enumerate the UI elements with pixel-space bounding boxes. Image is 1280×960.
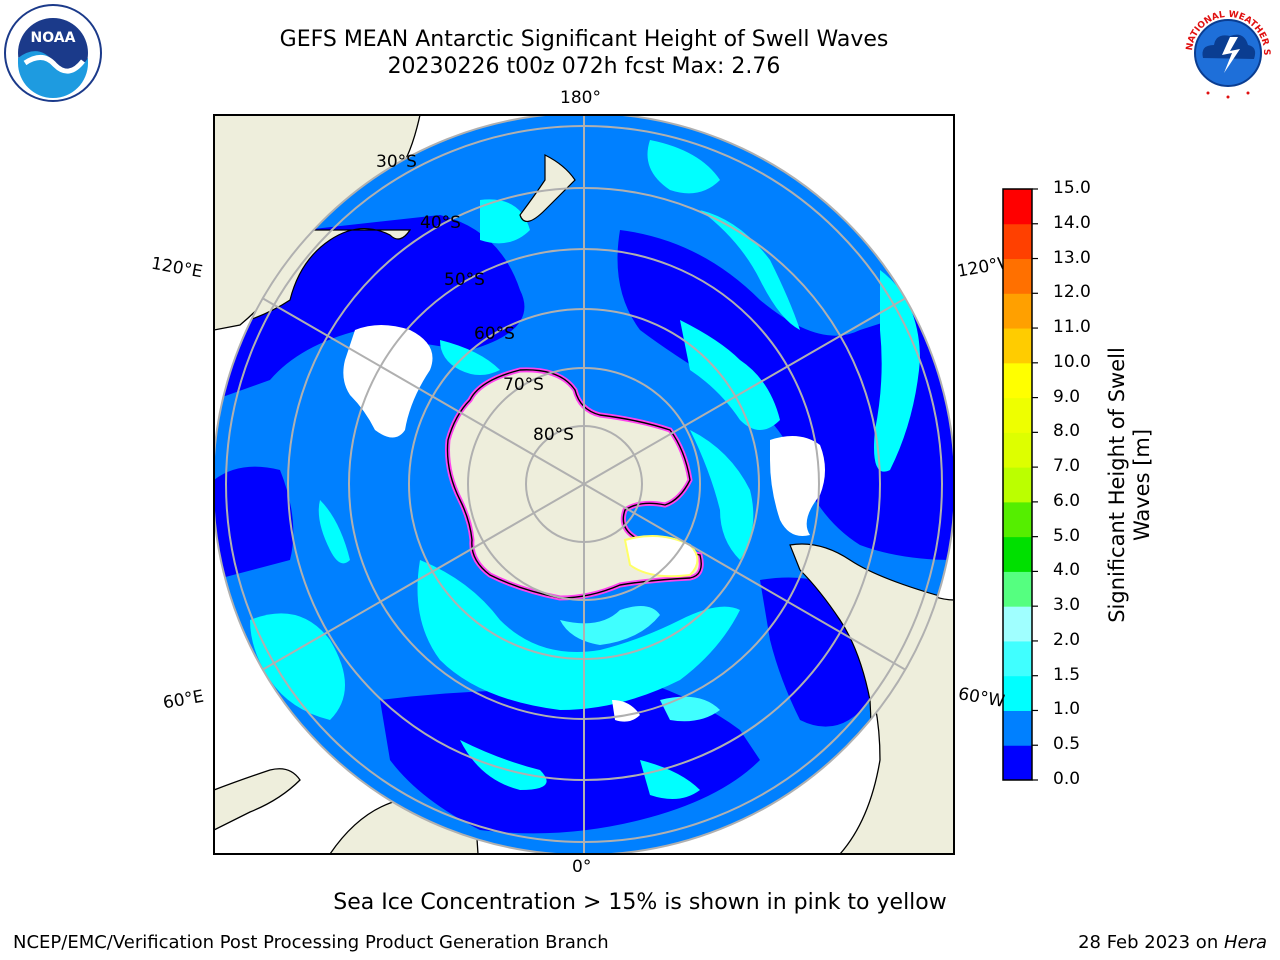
colorbar-segment: [1003, 710, 1032, 746]
colorbar-segment: [1003, 328, 1032, 364]
colorbar-segment: [1003, 745, 1032, 781]
colorbar-segment: [1003, 571, 1032, 607]
colorbar-tick-label: 0.5: [1053, 734, 1081, 755]
lat-label-50s: 50°S: [444, 270, 485, 290]
colorbar-tick-label: 0.0: [1053, 769, 1081, 789]
colorbar-label-line2: Waves [m]: [1130, 428, 1154, 542]
colorbar-tick-label: 13.0: [1053, 247, 1091, 268]
chart-subtitle: 20230226 t00z 072h fcst Max: 2.76: [387, 54, 781, 79]
footer-date-text: 28 Feb 2023 on: [1078, 932, 1224, 953]
colorbar-segment: [1003, 640, 1032, 677]
colorbar-tick-label: 1.0: [1053, 699, 1081, 720]
colorbar: [1002, 188, 1038, 781]
colorbar-segment: [1003, 501, 1032, 538]
lon-label-180: 180°: [560, 88, 601, 108]
lat-label-60s: 60°S: [474, 324, 515, 344]
footer-credit: NCEP/EMC/Verification Post Processing Pr…: [13, 932, 609, 953]
colorbar-segment: [1003, 606, 1032, 642]
colorbar-segment: [1003, 397, 1032, 433]
graticule: [214, 115, 954, 854]
noaa-logo-icon: NOAA: [4, 4, 102, 102]
colorbar-tick-label: 5.0: [1053, 525, 1081, 546]
colorbar-tick-label: 1.5: [1053, 664, 1081, 685]
colorbar-segment: [1003, 432, 1032, 468]
colorbar-tick-label: 7.0: [1053, 456, 1081, 477]
colorbar-segment: [1003, 536, 1032, 572]
colorbar-segment: [1003, 258, 1032, 294]
colorbar-tick-label: 14.0: [1053, 212, 1091, 233]
colorbar-frame: [1002, 188, 1033, 781]
chart-title: GEFS MEAN Antarctic Significant Height o…: [279, 27, 889, 52]
svg-text:NOAA: NOAA: [31, 30, 76, 46]
colorbar-tick-label: 10.0: [1053, 351, 1091, 372]
colorbar-tick-label: 6.0: [1053, 490, 1081, 511]
footer-host: Hera: [1223, 932, 1267, 953]
colorbar-tick-label: 3.0: [1053, 595, 1081, 616]
colorbar-tick-label: 15.0: [1053, 178, 1091, 198]
lat-label-70s: 70°S: [503, 375, 544, 395]
colorbar-segment: [1003, 223, 1032, 260]
colorbar-segment: [1003, 189, 1032, 225]
colorbar-segment: [1003, 293, 1032, 329]
colorbar-segment: [1003, 675, 1032, 711]
colorbar-tick-label: 4.0: [1053, 560, 1081, 581]
colorbar-tick-label: 2.0: [1053, 629, 1081, 650]
map-frame: [213, 114, 955, 855]
lon-label-0: 0°: [572, 857, 592, 877]
sea-ice-note: Sea Ice Concentration > 15% is shown in …: [333, 890, 947, 915]
lat-label-80s: 80°S: [533, 425, 574, 445]
colorbar-segment: [1003, 362, 1032, 399]
colorbar-tick-label: 8.0: [1053, 421, 1081, 442]
colorbar-tick-label: 12.0: [1053, 282, 1091, 303]
lat-label-30s: 30°S: [376, 152, 417, 172]
nws-logo-icon: NATIONAL WEATHER SERVICE: [1178, 3, 1276, 101]
colorbar-tick-label: 11.0: [1053, 317, 1091, 338]
colorbar-label-line1: Significant Height of Swell: [1105, 347, 1129, 623]
lat-label-40s: 40°S: [420, 213, 461, 233]
footer-date: 28 Feb 2023 on Hera: [1078, 932, 1267, 953]
colorbar-tick-label: 9.0: [1053, 386, 1081, 407]
colorbar-segment: [1003, 467, 1032, 503]
